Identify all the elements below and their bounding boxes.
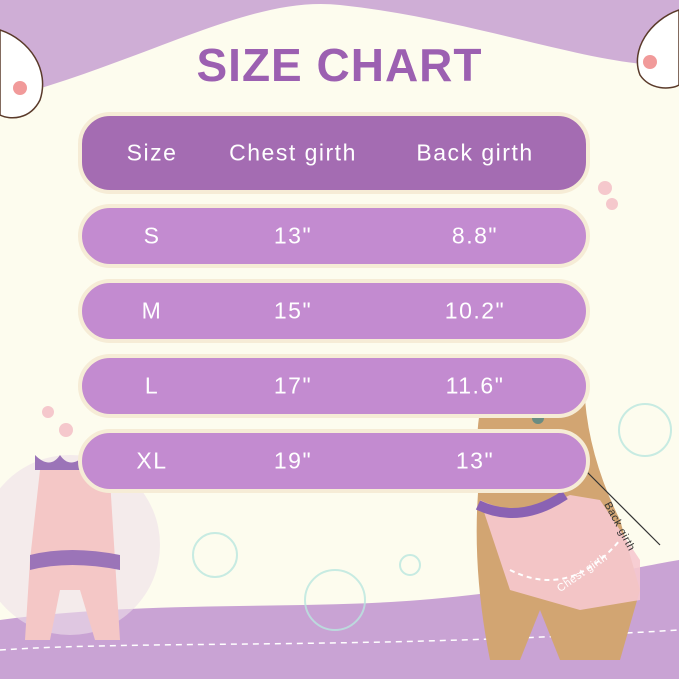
size-cell: M — [141, 297, 163, 324]
back-cell: 11.6" — [445, 372, 505, 399]
chest-cell: 13" — [273, 222, 313, 249]
table-row: S 13" 8.8" — [78, 204, 590, 268]
table-row: XL 19" 13" — [78, 429, 590, 493]
chest-cell: 15" — [273, 297, 313, 324]
chest-cell: 17" — [273, 372, 313, 399]
cat-paw-left-icon — [0, 29, 44, 119]
header-chest-girth: Chest girth — [229, 139, 357, 166]
header-back-girth: Back girth — [416, 139, 534, 166]
page-title: SIZE CHART — [196, 39, 483, 91]
size-cell: XL — [136, 447, 168, 474]
chest-cell: 19" — [273, 447, 313, 474]
table-row: M 15" 10.2" — [78, 279, 590, 343]
size-cell: L — [144, 372, 160, 399]
back-cell: 13" — [455, 447, 495, 474]
size-cell: S — [143, 222, 161, 249]
header-size: Size — [126, 139, 178, 166]
back-cell: 10.2" — [444, 297, 506, 324]
table-row: L 17" 11.6" — [78, 354, 590, 418]
table-header-row: Size Chest girth Back girth — [78, 112, 590, 194]
back-cell: 8.8" — [451, 222, 499, 249]
cat-paw-right-icon — [636, 9, 679, 89]
heart-icon — [42, 181, 618, 437]
bubble-icon — [192, 403, 672, 631]
